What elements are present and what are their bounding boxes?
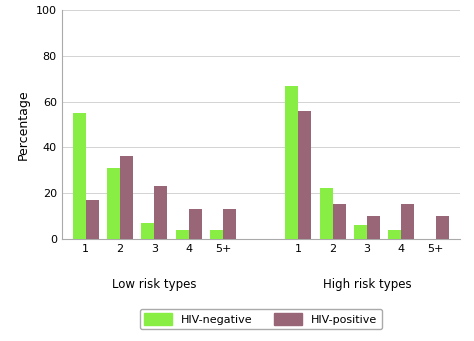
Legend: HIV-negative, HIV-positive: HIV-negative, HIV-positive <box>139 309 382 329</box>
Bar <box>333 204 346 239</box>
Bar <box>354 225 367 239</box>
Bar <box>175 229 189 239</box>
Bar <box>436 216 449 239</box>
Bar <box>401 204 414 239</box>
Bar <box>107 168 120 239</box>
Bar <box>299 111 311 239</box>
Bar <box>223 209 236 239</box>
Bar <box>367 216 380 239</box>
Bar <box>388 229 401 239</box>
Bar <box>285 86 299 239</box>
Text: Low risk types: Low risk types <box>112 278 197 291</box>
Text: High risk types: High risk types <box>323 278 411 291</box>
Bar <box>189 209 201 239</box>
Bar <box>155 186 167 239</box>
Bar <box>210 229 223 239</box>
Y-axis label: Percentage: Percentage <box>17 89 30 160</box>
Bar <box>141 223 155 239</box>
Bar <box>320 189 333 239</box>
Bar <box>120 157 133 239</box>
Bar <box>73 113 86 239</box>
Bar <box>86 200 99 239</box>
